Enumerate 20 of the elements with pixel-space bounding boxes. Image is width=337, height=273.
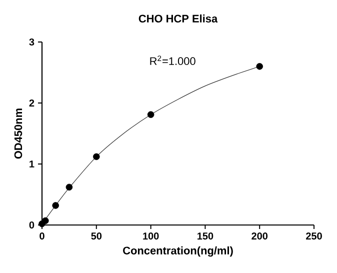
point (93, 153, 100, 160)
x-tick-label: 50 (91, 232, 102, 240)
point (147, 111, 154, 118)
point (66, 184, 73, 191)
point (42, 217, 49, 224)
y-tick-label: 0 (29, 221, 34, 229)
y-tick-label: 2 (29, 100, 34, 106)
x-tick-label: 150 (198, 232, 214, 240)
point (52, 202, 59, 209)
x-tick-label: 250 (306, 232, 322, 240)
y-tick-label: 1 (30, 160, 34, 168)
x-axis-title: Concentration(ng/ml) (123, 246, 233, 257)
x-tick-label: 200 (252, 232, 268, 240)
x-tick-label: 100 (143, 232, 159, 240)
y-tick-label: 3 (29, 38, 34, 46)
annotation: R$^{2}$=1.000 (150, 56, 196, 66)
point (256, 63, 263, 70)
chart-title: CHO HCP Elisa (138, 14, 218, 23)
y-axis-title: OD450nm (14, 108, 22, 159)
x-tick-label: 0 (40, 232, 44, 240)
